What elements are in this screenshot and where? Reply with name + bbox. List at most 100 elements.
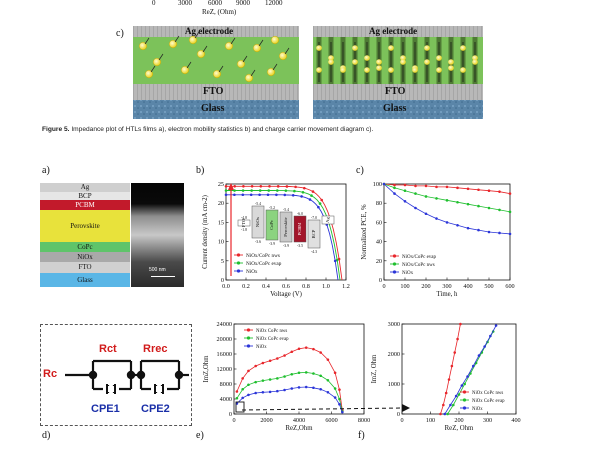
data-point <box>447 378 451 381</box>
y-tick-label: 100 <box>373 181 382 188</box>
charge-carrier <box>316 67 322 73</box>
layer-glass: Glass <box>40 273 130 287</box>
charge-carrier <box>328 55 334 61</box>
carrier-arrow <box>202 45 208 53</box>
x-tick-label: 0.2 <box>242 283 250 290</box>
data-point <box>276 185 280 188</box>
y-tick-label: 24000 <box>217 321 232 328</box>
data-point <box>318 202 322 205</box>
data-point <box>261 379 265 382</box>
legend-label: NiOx CoPc evap <box>472 399 505 404</box>
data-point <box>498 231 501 235</box>
y-tick-label: 20 <box>376 258 382 265</box>
chart-c-stability: 0 100 200 300 400 500 600 0 20 40 60 80 100 Time, h No… <box>361 181 515 298</box>
x-tick-label: 0 <box>382 283 385 290</box>
data-point <box>301 190 305 194</box>
data-point <box>233 185 236 188</box>
y-tick-label: 16000 <box>217 351 232 358</box>
layer-fto: FTO <box>40 262 130 273</box>
carrier-arrow <box>218 65 224 73</box>
x-tick-label: 0.0 <box>222 283 230 290</box>
rct-label: Rct <box>99 343 117 355</box>
x-tick-label: 300 <box>442 283 451 290</box>
figure-caption: Figure 5. Impedance plot of HTLs films a… <box>42 126 562 133</box>
x-axis-label: ReZ,Ohm <box>286 425 314 432</box>
x-axis-label: Time, h <box>437 291 459 298</box>
band-level: -4.3 <box>311 250 317 254</box>
legend-label: NiOx CoPc nws <box>256 329 287 334</box>
data-point <box>285 185 289 188</box>
data-point <box>466 226 470 230</box>
charge-carrier <box>352 45 358 51</box>
data-point <box>442 403 445 407</box>
data-point <box>393 183 396 187</box>
carrier-arrow <box>174 35 180 43</box>
data-point <box>477 354 481 357</box>
data-point <box>261 390 265 394</box>
charge-carrier <box>376 59 382 65</box>
data-point <box>258 189 262 192</box>
data-point <box>424 184 428 188</box>
charge-carrier <box>448 59 454 65</box>
layer-ag: Ag <box>40 183 130 192</box>
chart-f-nyquist-zoom: 0 100 200 300 400 0 1000 2000 3000 ReZ, Ohm ImZ, O… <box>371 321 521 432</box>
data-point <box>294 185 297 189</box>
fto-layer <box>133 84 299 100</box>
band-block <box>251 205 265 239</box>
sem-image: 500 nm <box>131 183 184 287</box>
caption-text: Impedance plot of HTLs films a), electro… <box>71 126 374 133</box>
data-point <box>320 198 323 202</box>
charge-diagram-left: Ag electrode FTO Glass <box>133 26 299 119</box>
legend-marker <box>236 269 241 273</box>
data-point <box>341 410 344 414</box>
data-point <box>319 351 322 354</box>
charge-carrier <box>400 59 406 65</box>
data-point <box>338 402 341 406</box>
data-point <box>443 412 447 416</box>
y-tick-label: 20 <box>218 200 224 207</box>
charge-carrier <box>472 59 478 65</box>
data-point <box>450 364 454 368</box>
series-line <box>444 325 497 415</box>
data-point <box>235 390 239 393</box>
data-point <box>275 193 278 197</box>
data-point <box>403 183 407 187</box>
data-point <box>446 412 449 416</box>
carrier-arrow <box>258 39 264 47</box>
charge-carrier <box>188 35 198 45</box>
band-level: -7.0 <box>311 216 317 220</box>
data-point <box>300 195 303 198</box>
data-point <box>319 374 322 378</box>
layer-bcp: BCP <box>40 192 130 200</box>
y-axis-label: ImZ,Ohm <box>203 355 210 383</box>
data-point <box>224 193 228 197</box>
data-point <box>258 193 261 197</box>
charge-carrier <box>460 67 466 73</box>
band-label: PCBM <box>297 223 302 236</box>
layer-label: Glass <box>77 276 93 284</box>
y-tick-label: 10 <box>218 239 224 246</box>
data-point <box>456 337 459 341</box>
x-tick-label: 8000 <box>358 417 370 424</box>
tick-label: 0 <box>152 0 156 7</box>
data-point <box>304 346 308 349</box>
data-point <box>319 387 322 391</box>
band-block <box>265 209 279 241</box>
x-tick-label: 200 <box>454 417 463 424</box>
charge-carrier <box>388 45 394 51</box>
charge-carrier <box>400 55 406 61</box>
legend-marker <box>246 328 251 332</box>
ag-electrode-title-right: Ag electrode <box>369 26 418 36</box>
legend-label: NiOx/CoPc evap <box>246 261 282 267</box>
data-point <box>489 334 492 338</box>
data-point <box>268 378 272 381</box>
data-point <box>276 377 279 380</box>
data-point <box>254 380 257 384</box>
legend-marker <box>236 261 241 265</box>
ag-electrode-title: Ag electrode <box>185 26 234 36</box>
data-point <box>276 357 279 360</box>
data-point <box>459 322 462 326</box>
layer-label: PCBM <box>75 201 95 209</box>
data-point <box>445 199 449 202</box>
y-tick-label: 0 <box>379 277 382 284</box>
